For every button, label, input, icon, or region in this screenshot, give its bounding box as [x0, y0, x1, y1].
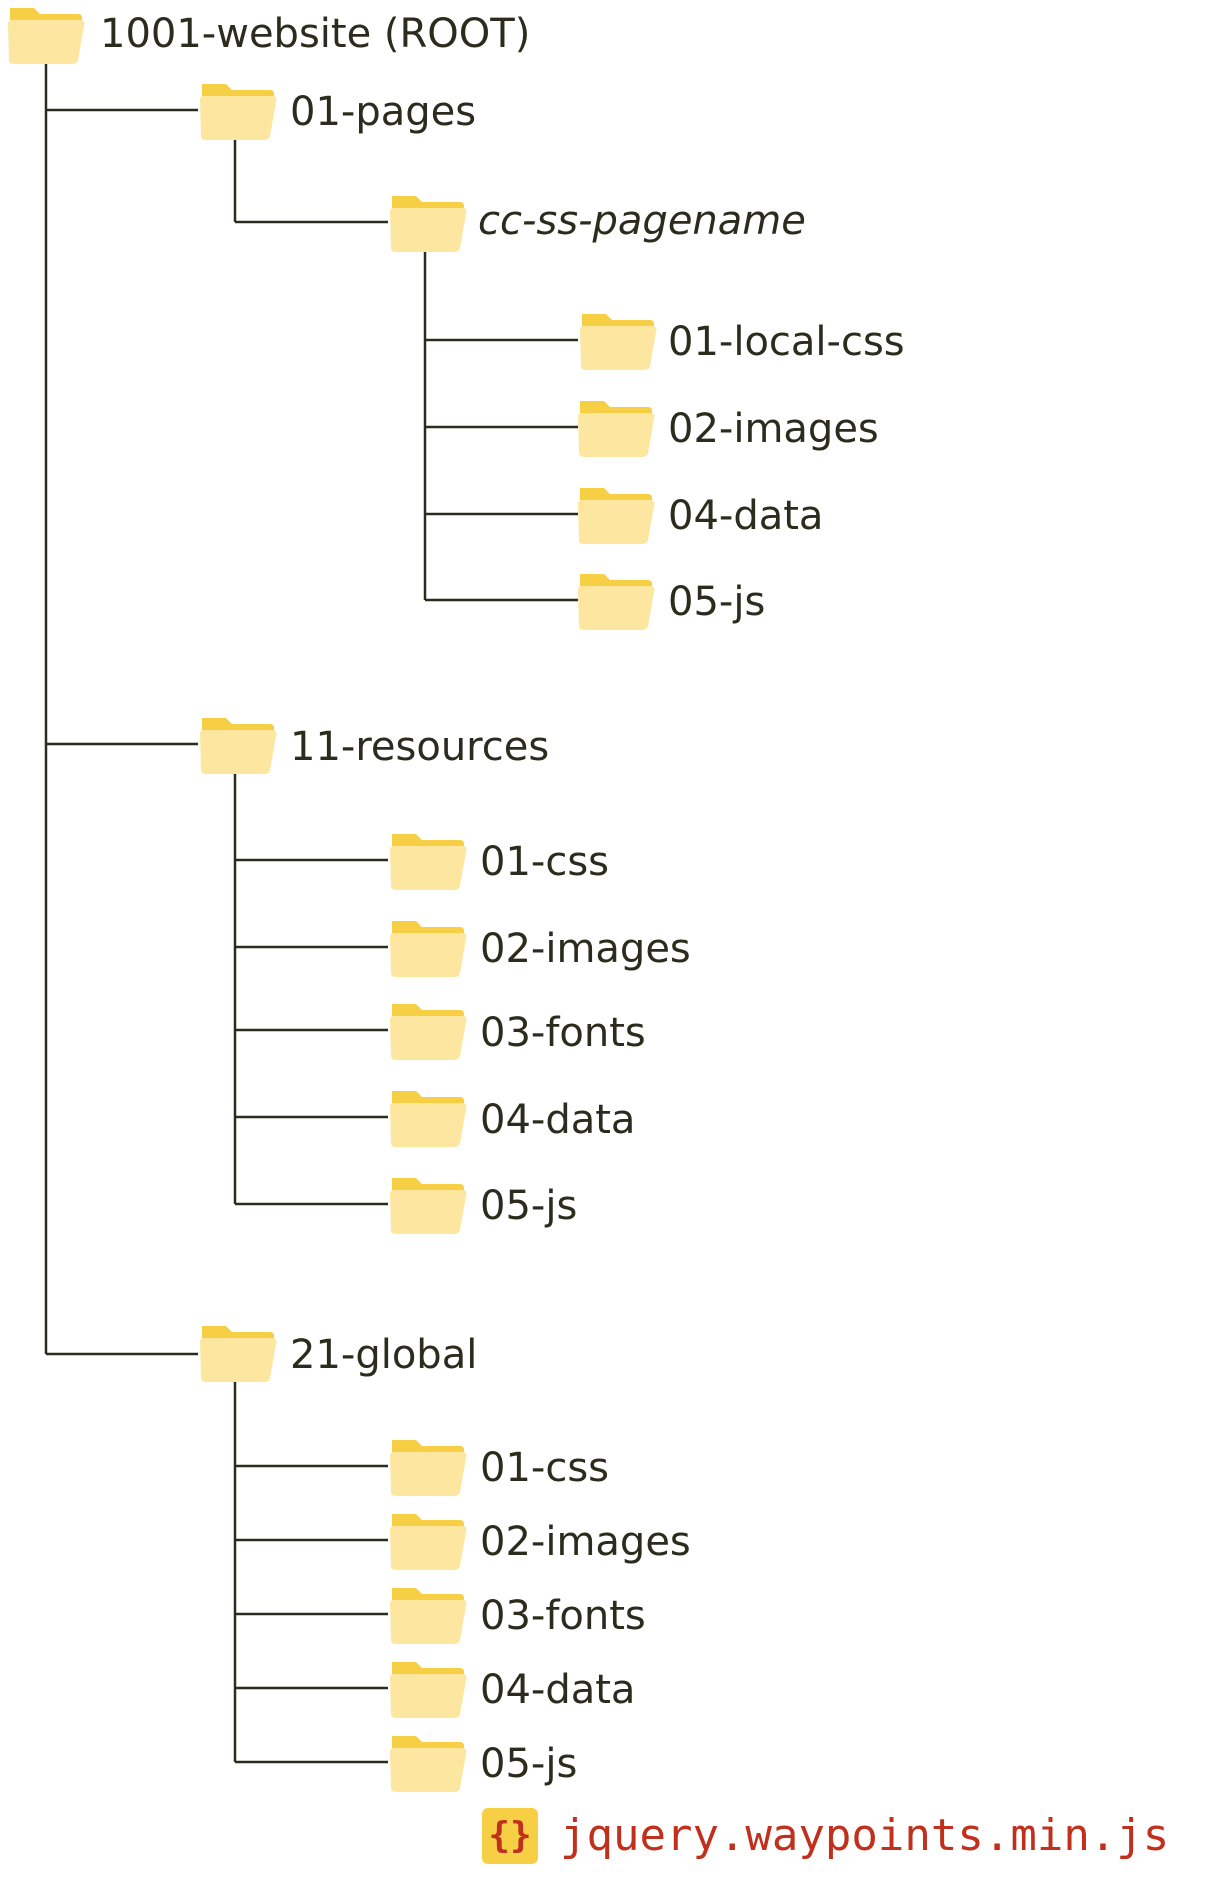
folder-label: 11-resources: [290, 724, 550, 770]
folder-label: 04-data: [668, 493, 824, 539]
folder-icon: [388, 1732, 468, 1798]
folder-label: 03-fonts: [480, 1593, 646, 1639]
folder-label: 21-global: [290, 1332, 478, 1378]
folder-icon: [388, 1436, 468, 1502]
folder-label: 02-images: [668, 406, 879, 452]
folder-label: 02-images: [480, 926, 691, 972]
file-label: jquery.waypoints.min.js: [560, 1810, 1170, 1861]
folder-icon: [198, 1322, 278, 1388]
folder-icon: [388, 1658, 468, 1724]
folder-label: 04-data: [480, 1097, 636, 1143]
folder-label: 01-pages: [290, 89, 477, 135]
folder-label: 05-js: [668, 579, 766, 625]
folder-label: 05-js: [480, 1183, 578, 1229]
folder-icon: [388, 917, 468, 983]
folder-label: 01-local-css: [668, 319, 905, 365]
folder-icon: [388, 192, 468, 258]
folder-label: 02-images: [480, 1519, 691, 1565]
folder-icon: [198, 80, 278, 146]
folder-icon: [576, 484, 656, 550]
folder-label: 01-css: [480, 839, 610, 885]
code-file-icon: {}: [482, 1808, 538, 1864]
folder-label: 01-css: [480, 1445, 610, 1491]
folder-icon: [388, 1087, 468, 1153]
folder-label: 05-js: [480, 1741, 578, 1787]
folder-icon: [576, 570, 656, 636]
folder-icon: [198, 714, 278, 780]
folder-icon: [388, 1584, 468, 1650]
folder-icon: [388, 1174, 468, 1240]
folder-label: 03-fonts: [480, 1010, 646, 1056]
folder-label: 1001-website (ROOT): [100, 11, 531, 57]
folder-icon: [388, 1510, 468, 1576]
folder-label: cc-ss-pagename: [478, 198, 806, 244]
folder-label: 04-data: [480, 1667, 636, 1713]
folder-icon: [576, 397, 656, 463]
folder-icon: [6, 4, 86, 70]
folder-icon: [388, 1000, 468, 1066]
folder-icon: [388, 830, 468, 896]
folder-icon: [578, 310, 658, 376]
